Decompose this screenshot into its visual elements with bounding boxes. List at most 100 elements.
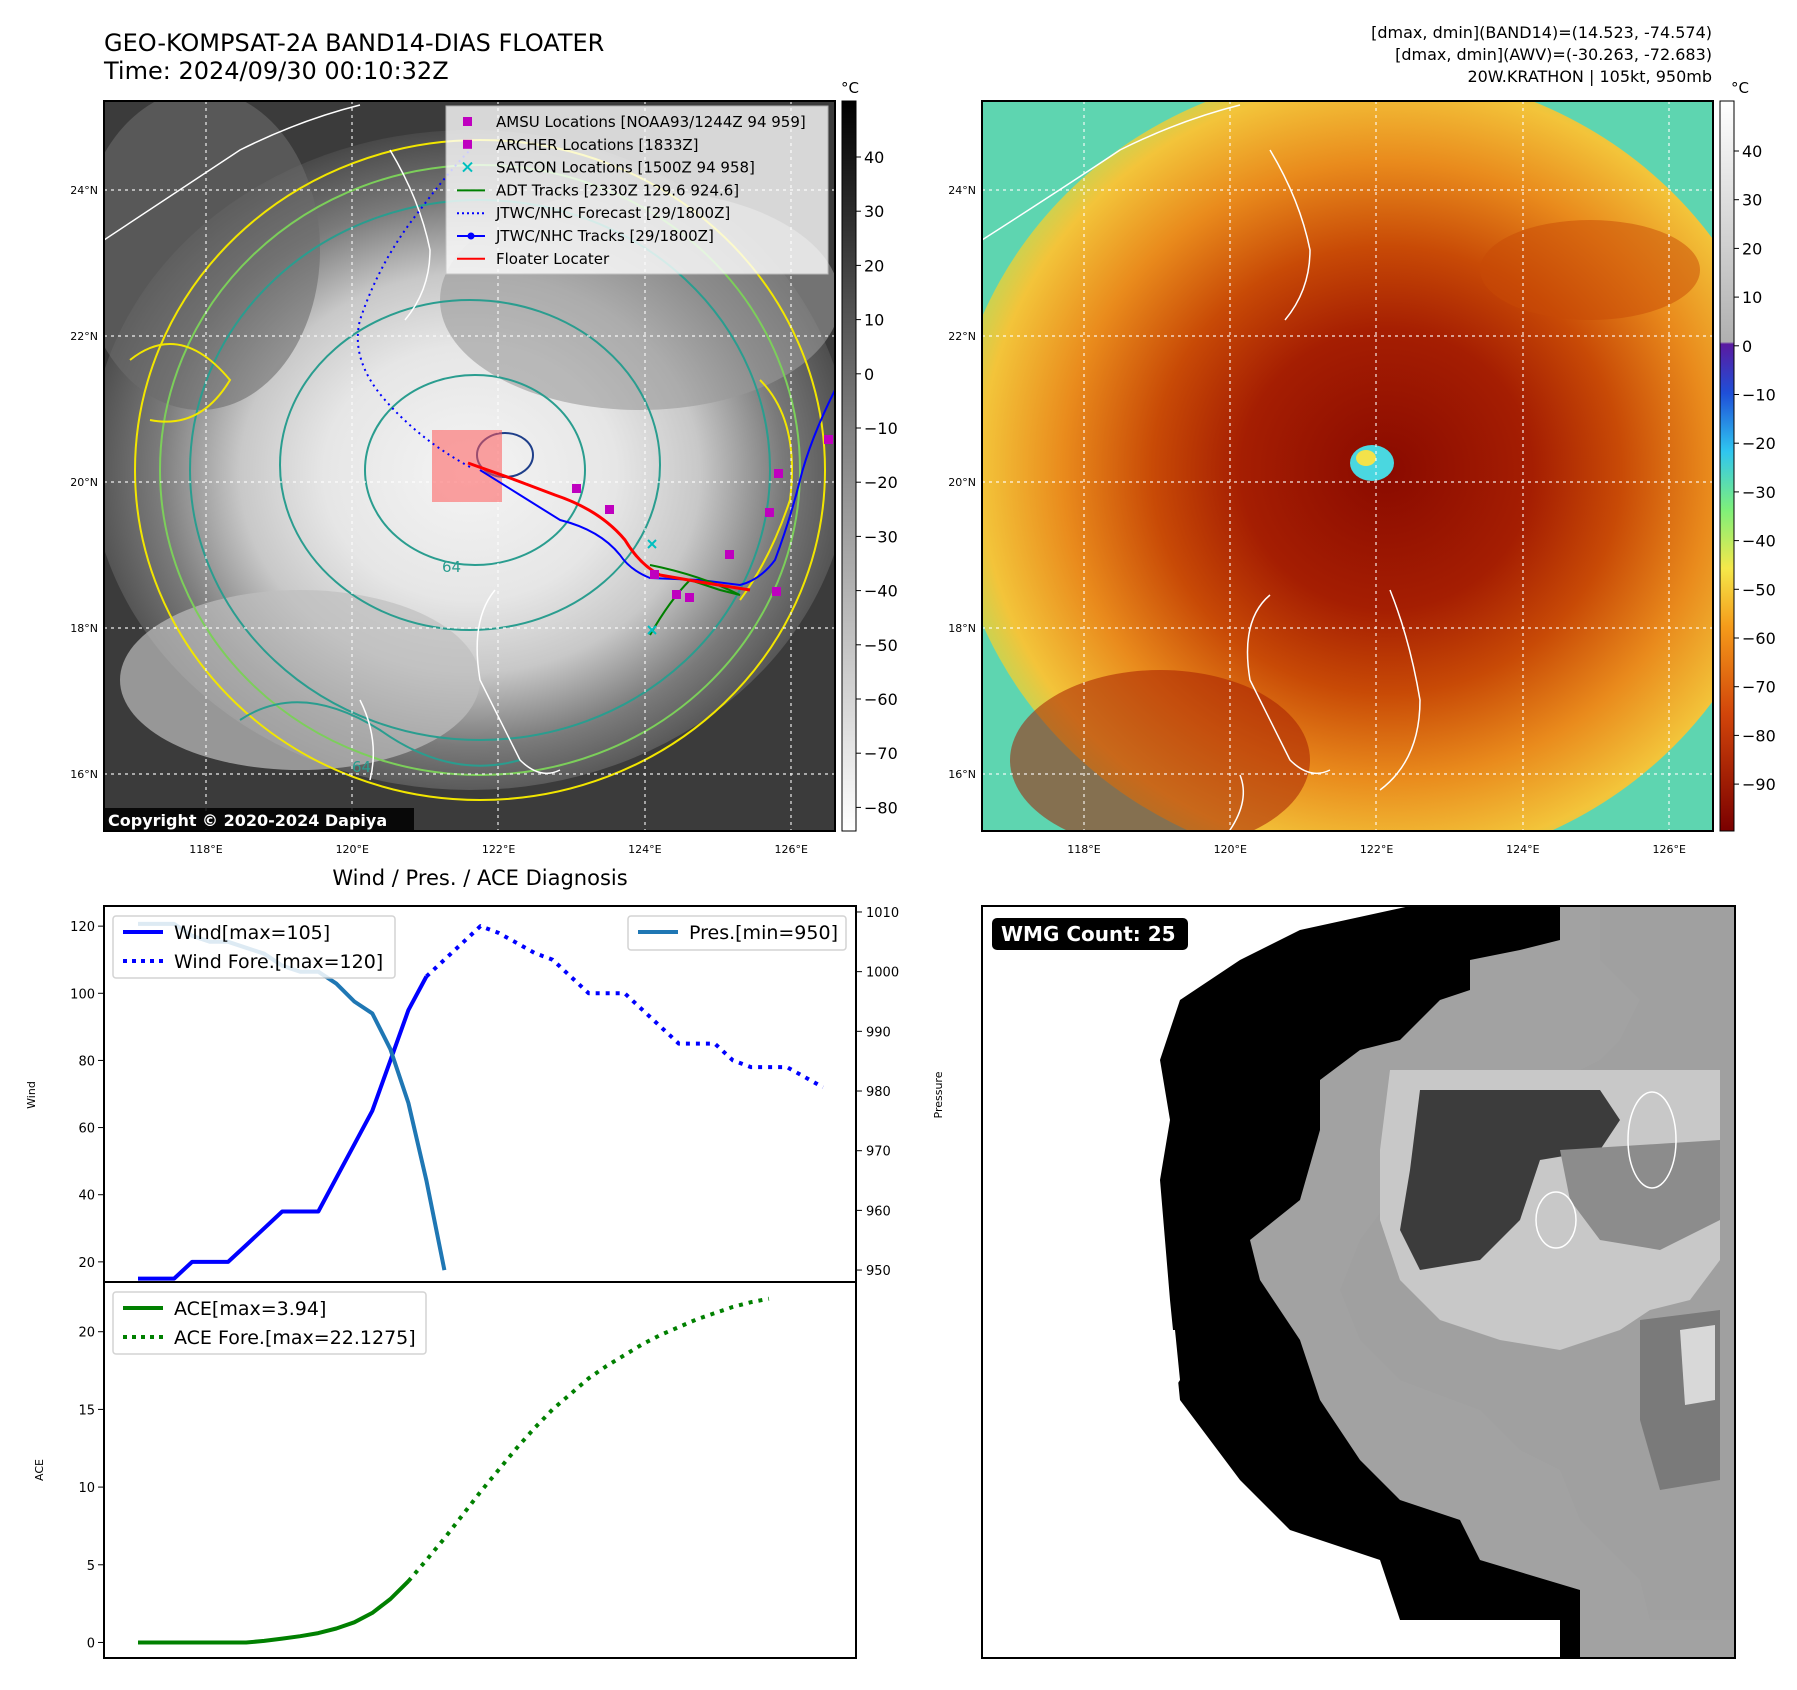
legend-square-icon (463, 139, 472, 149)
wmg-count-badge: WMG Count: 25 (1001, 922, 1176, 946)
awv-lat-label: 24°N (948, 184, 976, 197)
ace-axis-label: ACE (33, 1459, 46, 1481)
ir-map-panel: 64 64 AMSU Locations [NOAA93/1244Z 94 95… (70, 100, 836, 856)
ir-lat-label: 20°N (70, 476, 98, 489)
legend-wind-fore: Wind Fore.[max=120] (174, 951, 383, 973)
ir-lon-label: 126°E (774, 843, 807, 856)
wind-axis-label: Wind (25, 1081, 38, 1109)
legend-label: JTWC/NHC Forecast [29/1800Z] (495, 204, 730, 222)
jtwc-forecast-line (356, 149, 471, 468)
awv-imagery (982, 101, 1713, 831)
ace-tick-label: 0 (87, 1636, 95, 1651)
awv-colorbar-tick: −80 (1742, 726, 1776, 745)
awv-colorbar-unit: °C (1731, 79, 1749, 97)
awv-lat-label: 16°N (948, 768, 976, 781)
jtwc-track-line (479, 389, 835, 587)
ir-colorbar-tick: 30 (864, 202, 884, 221)
wind-tick-label: 60 (78, 1122, 95, 1137)
awv-colorbar-tick: 40 (1742, 142, 1762, 161)
legend-square-icon (463, 117, 472, 126)
legend-ace-fore: ACE Fore.[max=22.1275] (174, 1327, 416, 1349)
ir-lat-label: 24°N (70, 184, 98, 197)
ir-colorbar-tick: 40 (864, 148, 884, 167)
awv-map-panel: 24°N 22°N 20°N 18°N 16°N 118°E 120°E 122°E 124°… (948, 100, 1714, 856)
awv-colorbar-tick: 30 (1742, 191, 1762, 210)
ir-lon-label: 120°E (336, 843, 369, 856)
awv-colorbar-tick: −10 (1742, 386, 1776, 405)
legend-x-icon (462, 161, 473, 173)
ace-series-line (138, 1579, 410, 1645)
awv-lon-label: 122°E (1360, 843, 1393, 856)
floater-box (432, 430, 502, 502)
ace-tick-label: 10 (78, 1481, 95, 1496)
ace-tick-label: 15 (78, 1403, 95, 1418)
ir-legend: AMSU Locations [NOAA93/1244Z 94 959] ARCH… (445, 105, 829, 275)
awv-colorbar: °C 40 30 20 10 0 −10 −20 −30 −40 −50 −60 −70 −80 −90 (1719, 79, 1776, 832)
awv-lat-label: 20°N (948, 476, 976, 489)
info-line3: 20W.KRATHON | 105kt, 950mb (1467, 67, 1712, 86)
awv-lat-label: 18°N (948, 622, 976, 635)
legend-label: JTWC/NHC Tracks [29/1800Z] (495, 227, 714, 245)
wmg-panel: WMG Count: 25 (981, 905, 1736, 1659)
wind-series-line (138, 975, 429, 1281)
ace-forecast-series-line (406, 1296, 770, 1583)
satcon-markers (647, 539, 657, 635)
ir-lon-label: 124°E (628, 843, 661, 856)
contour-label-64-b: 64 (352, 758, 371, 776)
title-line1: GEO-KOMPSAT-2A BAND14-DIAS FLOATER (104, 29, 604, 57)
legend-label: Floater Locater (496, 250, 610, 268)
info-line2: [dmax, dmin](AWV)=(-30.263, -72.683) (1395, 45, 1712, 64)
awv-lon-label: 118°E (1067, 843, 1100, 856)
awv-lon-label: 126°E (1652, 843, 1685, 856)
pressure-tick-label: 970 (866, 1145, 891, 1160)
ir-lon-label: 118°E (189, 843, 222, 856)
title-line2: Time: 2024/09/30 00:10:32Z (103, 57, 449, 85)
ir-colorbar-tick: −60 (864, 690, 898, 709)
legend-wind: Wind[max=105] (174, 922, 330, 944)
pressure-tick-label: 960 (866, 1204, 891, 1219)
copyright-badge: Copyright © 2020-2024 Dapiya (108, 811, 387, 830)
ace-chart: 20 15 10 5 0 ACE ACE[max=3.94] ACE Fore.[max… (33, 1281, 857, 1659)
ir-colorbar-tick: −70 (864, 744, 898, 763)
awv-colorbar-tick: −70 (1742, 678, 1776, 697)
wmg-imagery: WMG Count: 25 (982, 906, 1735, 1658)
awv-colorbar-tick: −50 (1742, 580, 1776, 599)
legend-label: ADT Tracks [2330Z 129.6 924.6] (496, 181, 739, 199)
awv-colorbar-tick: 0 (1742, 337, 1752, 356)
awv-lat-label: 22°N (948, 330, 976, 343)
legend-ace: ACE[max=3.94] (174, 1298, 326, 1320)
amsu-markers (572, 435, 833, 602)
ir-colorbar-tick: −30 (864, 527, 898, 546)
ir-colorbar-tick: 20 (864, 256, 884, 275)
legend-label: ARCHER Locations [1833Z] (496, 136, 699, 154)
legend-label: AMSU Locations [NOAA93/1244Z 94 959] (496, 113, 806, 131)
legend-pres: Pres.[min=950] (689, 922, 838, 944)
pres-legend: Pres.[min=950] (627, 915, 847, 951)
diagnosis-title: Wind / Pres. / ACE Diagnosis (332, 866, 627, 890)
ir-colorbar-unit: °C (841, 79, 859, 97)
pressure-tick-label: 1000 (866, 966, 899, 981)
awv-colorbar-tick: 10 (1742, 288, 1762, 307)
ir-colorbar: °C 40 30 20 10 0 −10 −20 −30 −40 −50 −60 −70 −80 (841, 79, 898, 832)
ir-colorbar-tick: −50 (864, 636, 898, 655)
info-line1: [dmax, dmin](BAND14)=(14.523, -74.574) (1371, 23, 1712, 42)
awv-colorbar-tick: −20 (1742, 434, 1776, 453)
awv-colorbar-tick: 20 (1742, 239, 1762, 258)
ir-lon-label: 122°E (482, 843, 515, 856)
pressure-tick-label: 980 (866, 1085, 891, 1100)
wind-tick-label: 80 (78, 1054, 95, 1069)
adt-track-line (649, 564, 741, 636)
ir-colorbar-tick: 0 (864, 365, 874, 384)
awv-colorbar-tick: −90 (1742, 775, 1776, 794)
pressure-tick-label: 950 (866, 1264, 891, 1279)
wind-legend: Wind[max=105] Wind Fore.[max=120] (112, 915, 396, 979)
awv-colorbar-tick: −60 (1742, 629, 1776, 648)
wind-tick-label: 40 (78, 1189, 95, 1204)
ir-colorbar-tick: −40 (864, 582, 898, 601)
ace-tick-label: 20 (78, 1326, 95, 1341)
ace-legend: ACE[max=3.94] ACE Fore.[max=22.1275] (112, 1291, 427, 1355)
ir-lat-label: 22°N (70, 330, 98, 343)
wind-pressure-chart: 120 100 80 60 40 20 1010 1000 990 980 970 960 950 W… (25, 905, 945, 1283)
awv-lon-label: 120°E (1214, 843, 1247, 856)
ir-colorbar-tick: −20 (864, 473, 898, 492)
